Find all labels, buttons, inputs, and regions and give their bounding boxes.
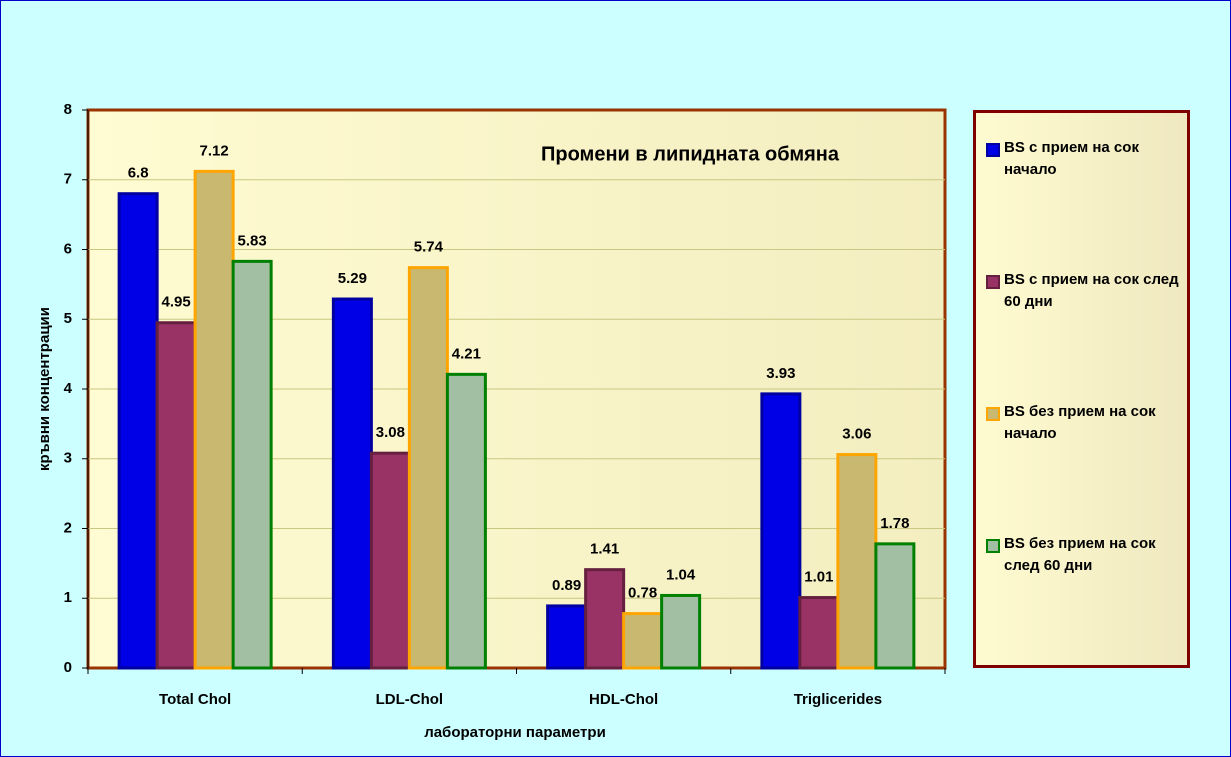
legend-item: BS без прием на сок начало [986, 401, 1179, 533]
chart-title: Промени в липидната обмяна [541, 143, 840, 165]
y-tick-label: 3 [64, 450, 72, 467]
data-label: 4.21 [452, 345, 481, 362]
y-tick-label: 7 [64, 171, 72, 188]
bar [874, 542, 916, 670]
x-tick-label: Triglicerides [794, 691, 882, 708]
bar [331, 297, 373, 670]
data-label: 3.08 [376, 424, 405, 441]
y-axis-label: кръвни концентрации [36, 307, 53, 471]
y-tick-label: 1 [64, 589, 72, 606]
legend-label: BS с прием на сок начало [1004, 139, 1139, 178]
y-tick-label: 8 [64, 101, 72, 118]
data-label: 1.41 [590, 541, 619, 558]
bar [760, 392, 802, 670]
legend-swatch [986, 407, 1000, 421]
bar [622, 612, 664, 670]
data-label: 1.78 [880, 515, 909, 532]
data-label: 1.01 [804, 569, 833, 586]
x-tick-label: LDL-Chol [376, 691, 443, 708]
y-tick-label: 2 [64, 519, 72, 536]
x-tick-label: Total Chol [159, 691, 231, 708]
data-label: 3.93 [766, 365, 795, 382]
data-label: 0.78 [628, 585, 657, 602]
bar [798, 596, 840, 670]
legend: BS с прием на сок начало BS с прием на со… [973, 110, 1190, 668]
bar [155, 321, 197, 670]
legend-label: BS без прием на сок начало [1004, 403, 1156, 442]
bar [193, 169, 235, 670]
data-label: 3.06 [842, 426, 871, 443]
data-label: 7.12 [200, 142, 229, 159]
bar [445, 372, 487, 670]
bar [836, 453, 878, 670]
legend-label: BS с прием на сок след 60 дни [1004, 271, 1179, 310]
bar [369, 451, 411, 670]
data-label: 6.8 [128, 165, 149, 182]
data-label: 0.89 [552, 577, 581, 594]
x-tick-label: HDL-Chol [589, 691, 658, 708]
legend-swatch [986, 539, 1000, 553]
bar [660, 593, 702, 670]
data-label: 4.95 [162, 294, 191, 311]
y-tick-label: 0 [64, 659, 72, 676]
data-label: 5.74 [414, 239, 444, 256]
legend-item: BS с прием на сок след 60 дни [986, 269, 1179, 401]
y-tick-label: 4 [64, 380, 73, 397]
legend-item: BS без прием на сок след 60 дни [986, 533, 1179, 665]
legend-swatch [986, 143, 1000, 157]
bar [407, 266, 449, 670]
data-label: 5.29 [338, 270, 367, 287]
legend-item: BS с прием на сок начало [986, 137, 1179, 269]
data-label: 1.04 [666, 566, 696, 583]
data-label: 5.83 [238, 232, 267, 249]
bar [584, 568, 626, 670]
bar [546, 604, 588, 670]
legend-swatch [986, 275, 1000, 289]
x-axis-label: лабораторни параметри [424, 724, 606, 741]
legend-label: BS без прием на сок след 60 дни [1004, 535, 1156, 574]
bar [117, 192, 159, 670]
bar [231, 259, 273, 670]
y-tick-label: 6 [64, 240, 72, 257]
y-tick-label: 5 [64, 310, 72, 327]
